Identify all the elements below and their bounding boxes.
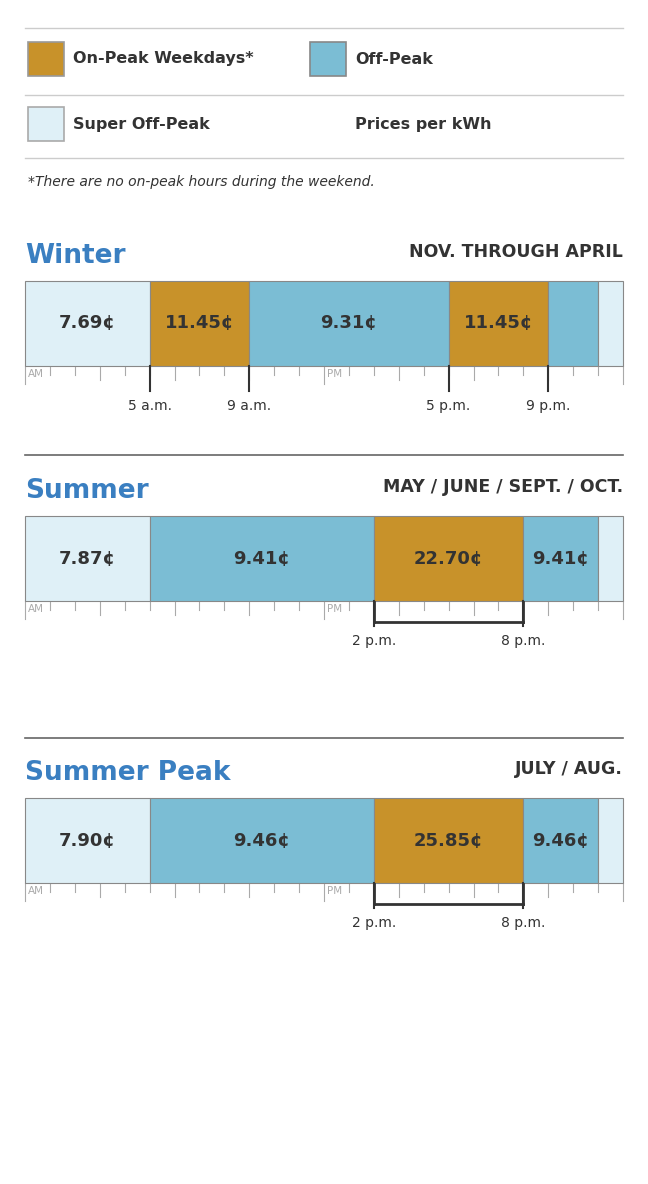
Bar bbox=[25, 798, 150, 883]
Bar bbox=[374, 798, 524, 883]
Text: 7.87¢: 7.87¢ bbox=[59, 549, 116, 567]
Text: 22.70¢: 22.70¢ bbox=[414, 549, 483, 567]
Text: AM: AM bbox=[28, 604, 44, 614]
Text: 2 p.m.: 2 p.m. bbox=[352, 633, 396, 648]
Text: 5 a.m.: 5 a.m. bbox=[128, 399, 172, 413]
Text: 8 p.m.: 8 p.m. bbox=[501, 633, 546, 648]
Text: PM: PM bbox=[327, 369, 342, 379]
Bar bbox=[150, 281, 249, 366]
Text: 7.90¢: 7.90¢ bbox=[59, 831, 116, 849]
Bar bbox=[598, 798, 623, 883]
Text: 9.41¢: 9.41¢ bbox=[233, 549, 290, 567]
Bar bbox=[598, 281, 623, 366]
Text: AM: AM bbox=[28, 886, 44, 896]
Bar bbox=[150, 798, 374, 883]
Text: Prices per kWh: Prices per kWh bbox=[355, 116, 491, 131]
Bar bbox=[524, 516, 598, 601]
Text: 8 p.m.: 8 p.m. bbox=[501, 916, 546, 929]
Text: Winter: Winter bbox=[25, 243, 126, 269]
Text: 11.45¢: 11.45¢ bbox=[165, 315, 234, 333]
Text: 9.31¢: 9.31¢ bbox=[321, 315, 377, 333]
Text: *There are no on-peak hours during the weekend.: *There are no on-peak hours during the w… bbox=[28, 175, 375, 189]
Text: Off-Peak: Off-Peak bbox=[355, 51, 433, 66]
Bar bbox=[28, 41, 64, 76]
Bar bbox=[310, 41, 346, 76]
Text: 25.85¢: 25.85¢ bbox=[414, 831, 483, 849]
Text: Super Off-Peak: Super Off-Peak bbox=[73, 116, 210, 131]
Text: On-Peak Weekdays*: On-Peak Weekdays* bbox=[73, 51, 253, 66]
Text: 9 a.m.: 9 a.m. bbox=[227, 399, 272, 413]
Text: 11.45¢: 11.45¢ bbox=[464, 315, 533, 333]
Bar bbox=[25, 516, 150, 601]
Bar bbox=[448, 281, 548, 366]
Bar bbox=[28, 107, 64, 141]
Bar bbox=[249, 281, 448, 366]
Text: PM: PM bbox=[327, 604, 342, 614]
Bar bbox=[598, 516, 623, 601]
Text: PM: PM bbox=[327, 886, 342, 896]
Bar bbox=[524, 798, 598, 883]
Bar bbox=[374, 516, 524, 601]
Text: 9.46¢: 9.46¢ bbox=[233, 831, 290, 849]
Text: JULY / AUG.: JULY / AUG. bbox=[515, 760, 623, 778]
Text: 9 p.m.: 9 p.m. bbox=[526, 399, 570, 413]
Text: Summer Peak: Summer Peak bbox=[25, 760, 231, 786]
Text: MAY / JUNE / SEPT. / OCT.: MAY / JUNE / SEPT. / OCT. bbox=[383, 478, 623, 496]
Bar bbox=[25, 281, 150, 366]
Text: 5 p.m.: 5 p.m. bbox=[426, 399, 470, 413]
Bar bbox=[150, 516, 374, 601]
Text: NOV. THROUGH APRIL: NOV. THROUGH APRIL bbox=[409, 243, 623, 260]
Text: Summer: Summer bbox=[25, 478, 148, 504]
Text: 7.69¢: 7.69¢ bbox=[59, 315, 116, 333]
Bar bbox=[548, 281, 598, 366]
Text: 9.46¢: 9.46¢ bbox=[532, 831, 589, 849]
Text: 9.41¢: 9.41¢ bbox=[532, 549, 589, 567]
Text: AM: AM bbox=[28, 369, 44, 379]
Text: 2 p.m.: 2 p.m. bbox=[352, 916, 396, 929]
